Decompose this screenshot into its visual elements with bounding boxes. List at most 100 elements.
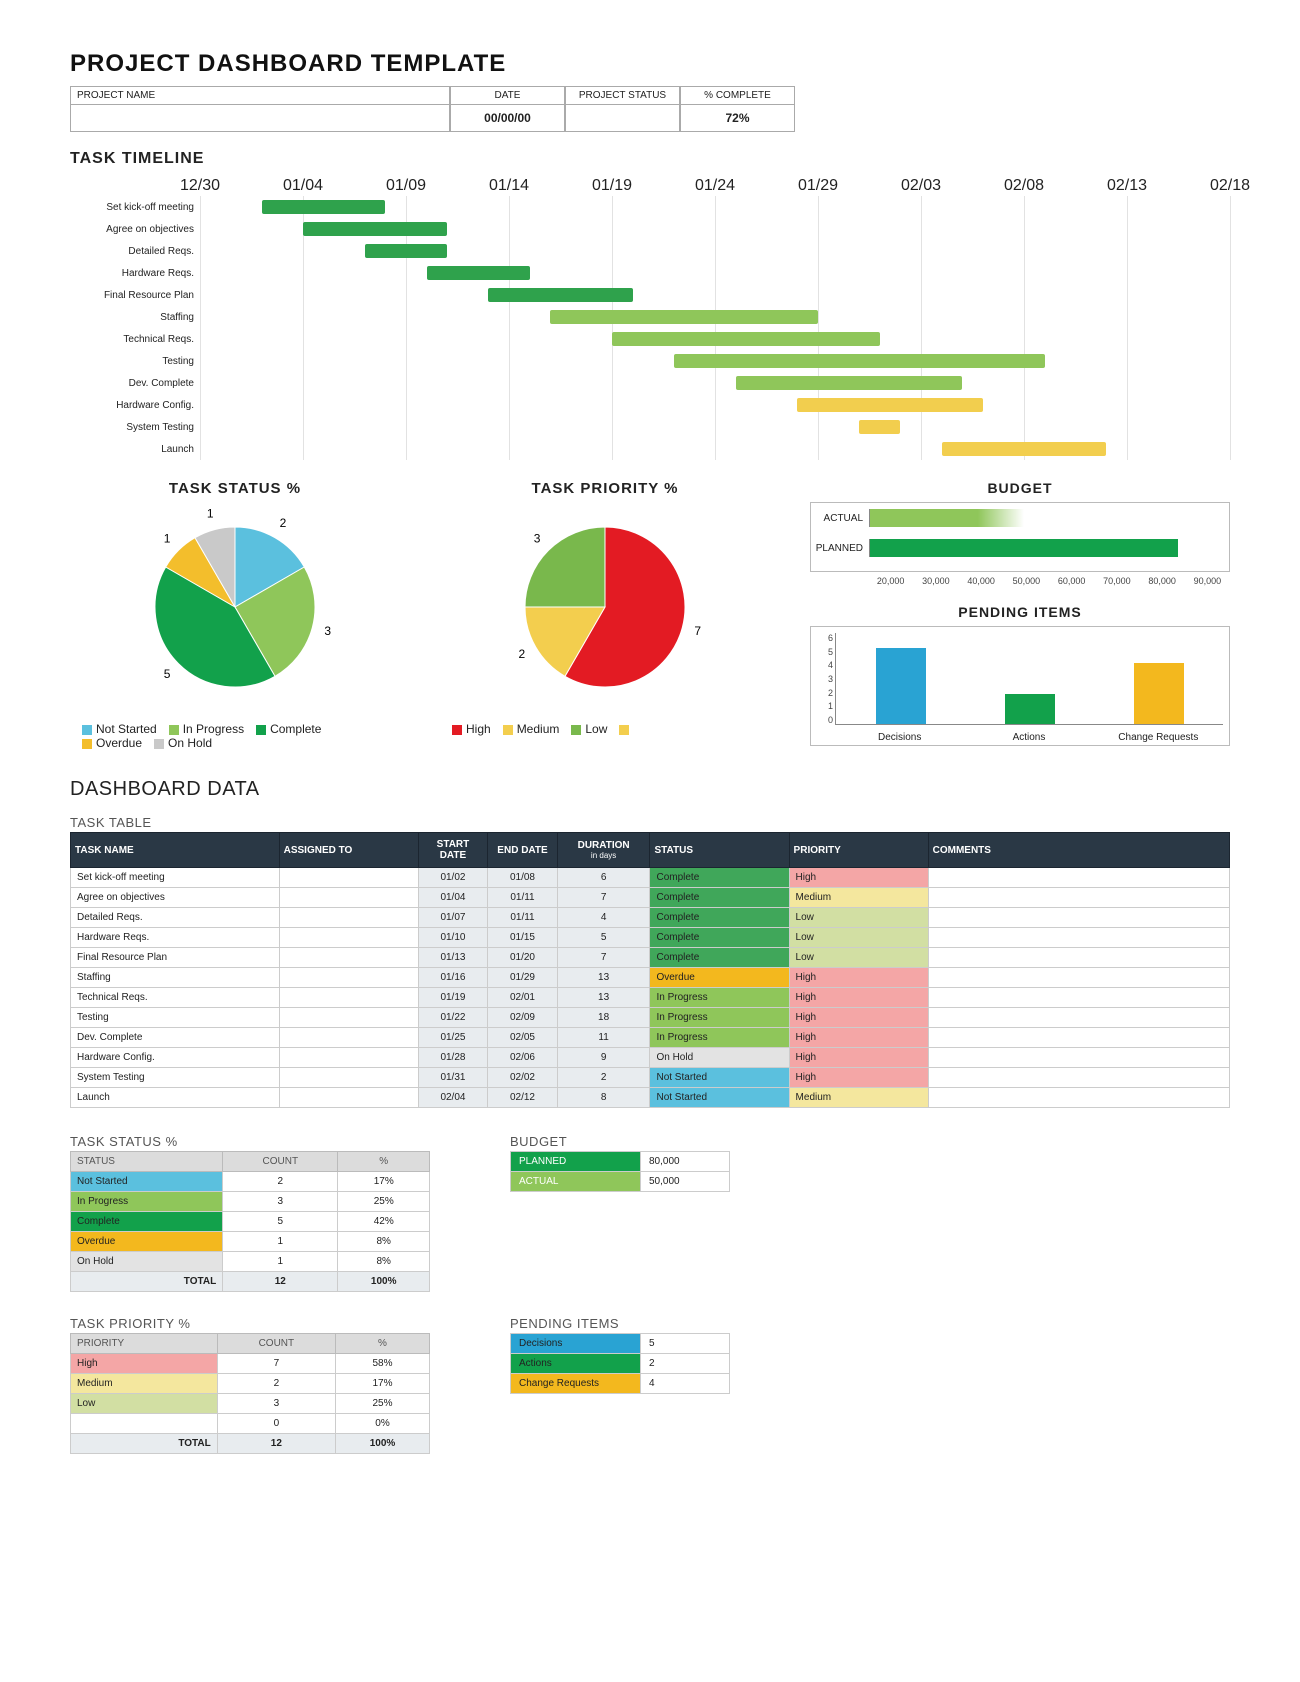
cell[interactable] [279, 1048, 418, 1068]
cell[interactable]: On Hold [650, 1048, 789, 1068]
cell[interactable]: Complete [650, 928, 789, 948]
cell[interactable]: 9 [557, 1048, 650, 1068]
cell[interactable]: 02/06 [488, 1048, 558, 1068]
cell[interactable]: 02/04 [418, 1088, 488, 1108]
cell[interactable]: 02/12 [488, 1088, 558, 1108]
cell[interactable] [928, 968, 1229, 988]
cell[interactable] [279, 1008, 418, 1028]
cell[interactable]: 01/20 [488, 948, 558, 968]
cell[interactable]: Agree on objectives [71, 888, 280, 908]
cell[interactable]: 5 [557, 928, 650, 948]
cell[interactable]: 4 [557, 908, 650, 928]
cell[interactable] [928, 908, 1229, 928]
cell[interactable]: Technical Reqs. [71, 988, 280, 1008]
cell[interactable]: Medium [789, 888, 928, 908]
cell[interactable]: High [789, 1028, 928, 1048]
cell[interactable]: High [789, 868, 928, 888]
cell[interactable]: 13 [557, 968, 650, 988]
cell[interactable] [928, 1028, 1229, 1048]
cell[interactable]: 01/28 [418, 1048, 488, 1068]
cell[interactable]: 01/08 [488, 868, 558, 888]
cell[interactable]: Testing [71, 1008, 280, 1028]
cell[interactable]: Not Started [650, 1068, 789, 1088]
cell[interactable]: Low [789, 908, 928, 928]
cell[interactable]: Low [789, 928, 928, 948]
cell[interactable]: 01/15 [488, 928, 558, 948]
cell[interactable]: 8 [557, 1088, 650, 1108]
cell[interactable] [279, 948, 418, 968]
cell[interactable]: 01/11 [488, 888, 558, 908]
cell[interactable]: Staffing [71, 968, 280, 988]
cell[interactable] [279, 928, 418, 948]
cell[interactable]: In Progress [650, 988, 789, 1008]
cell[interactable]: 7 [557, 888, 650, 908]
cell[interactable]: 01/10 [418, 928, 488, 948]
cell[interactable]: 02/02 [488, 1068, 558, 1088]
cell[interactable]: Complete [650, 868, 789, 888]
cell[interactable]: Dev. Complete [71, 1028, 280, 1048]
cell[interactable]: 7 [557, 948, 650, 968]
cell[interactable]: System Testing [71, 1068, 280, 1088]
cell[interactable]: 02/01 [488, 988, 558, 1008]
cell[interactable]: 02/05 [488, 1028, 558, 1048]
cell[interactable] [279, 988, 418, 1008]
cell[interactable] [928, 1088, 1229, 1108]
cell[interactable] [279, 1088, 418, 1108]
cell[interactable]: Complete [650, 888, 789, 908]
cell[interactable]: High [789, 988, 928, 1008]
cell[interactable]: Complete [650, 948, 789, 968]
cell[interactable]: 01/04 [418, 888, 488, 908]
cell[interactable]: 18 [557, 1008, 650, 1028]
cell[interactable] [928, 868, 1229, 888]
cell[interactable] [279, 1068, 418, 1088]
cell[interactable]: 01/29 [488, 968, 558, 988]
cell[interactable] [928, 948, 1229, 968]
cell[interactable]: 01/22 [418, 1008, 488, 1028]
cell[interactable]: 01/31 [418, 1068, 488, 1088]
cell[interactable]: 01/02 [418, 868, 488, 888]
cell[interactable]: 02/09 [488, 1008, 558, 1028]
value-project-status[interactable] [565, 104, 680, 132]
cell[interactable]: Overdue [650, 968, 789, 988]
cell[interactable]: 11 [557, 1028, 650, 1048]
cell[interactable]: 01/13 [418, 948, 488, 968]
cell[interactable]: 6 [557, 868, 650, 888]
cell[interactable] [279, 908, 418, 928]
value-pct-complete[interactable]: 72% [680, 104, 795, 132]
cell[interactable] [928, 988, 1229, 1008]
cell[interactable] [279, 868, 418, 888]
cell[interactable]: In Progress [650, 1028, 789, 1048]
cell[interactable]: 01/19 [418, 988, 488, 1008]
cell[interactable]: 01/11 [488, 908, 558, 928]
cell[interactable]: Not Started [650, 1088, 789, 1108]
value-date[interactable]: 00/00/00 [450, 104, 565, 132]
value-project-name[interactable] [70, 104, 450, 132]
cell[interactable]: 2 [557, 1068, 650, 1088]
cell[interactable]: High [789, 1008, 928, 1028]
cell[interactable]: Medium [789, 1088, 928, 1108]
cell[interactable]: 01/16 [418, 968, 488, 988]
cell[interactable]: 01/07 [418, 908, 488, 928]
cell[interactable]: 13 [557, 988, 650, 1008]
cell[interactable]: Launch [71, 1088, 280, 1108]
cell[interactable]: In Progress [650, 1008, 789, 1028]
cell[interactable] [928, 888, 1229, 908]
cell[interactable]: Set kick-off meeting [71, 868, 280, 888]
cell[interactable]: High [789, 1048, 928, 1068]
cell[interactable]: Hardware Reqs. [71, 928, 280, 948]
cell[interactable] [279, 888, 418, 908]
cell[interactable]: High [789, 968, 928, 988]
cell[interactable]: Complete [650, 908, 789, 928]
cell[interactable]: Hardware Config. [71, 1048, 280, 1068]
cell[interactable] [928, 1068, 1229, 1088]
cell[interactable] [928, 928, 1229, 948]
cell[interactable]: Detailed Reqs. [71, 908, 280, 928]
cell[interactable]: Final Resource Plan [71, 948, 280, 968]
cell[interactable] [928, 1008, 1229, 1028]
cell[interactable] [279, 1028, 418, 1048]
cell[interactable] [279, 968, 418, 988]
cell[interactable]: High [789, 1068, 928, 1088]
cell[interactable] [928, 1048, 1229, 1068]
cell[interactable]: Low [789, 948, 928, 968]
cell[interactable]: 01/25 [418, 1028, 488, 1048]
